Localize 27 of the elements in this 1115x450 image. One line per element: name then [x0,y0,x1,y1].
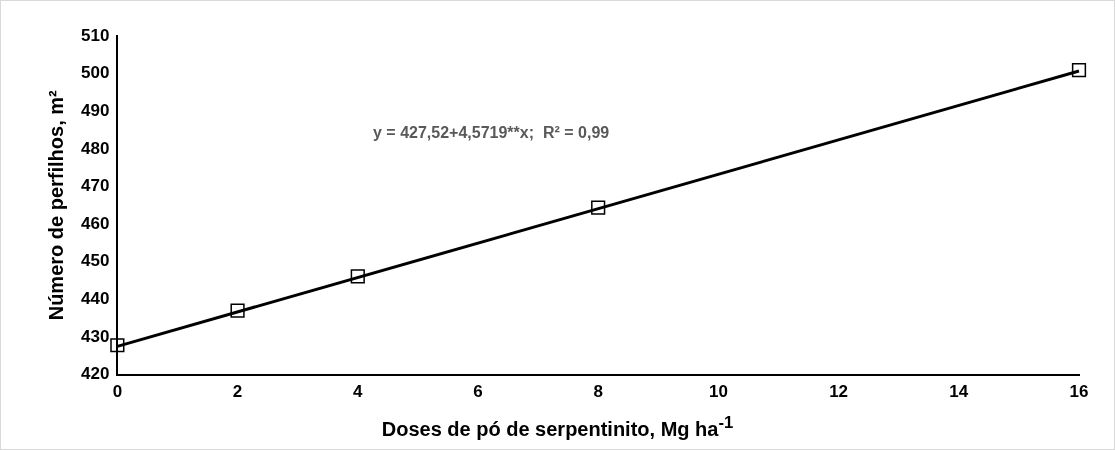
x-tick-label: 6 [473,382,483,402]
y-tick-label: 440 [80,289,110,309]
point [350,269,365,284]
annotation: y = 427,52+4,5719**x; R² = 0,99 [373,124,610,142]
point [1071,63,1087,78]
x-tick-label: 10 [708,382,728,402]
y-tick-label: 480 [80,138,110,158]
x-axis-title: Doses de pó de serpentinito, Mg ha$^{-1}$ [380,413,735,441]
x-tick-label: 16 [1069,382,1089,402]
y-tick-label: 470 [80,176,110,196]
x-tick-label: 4 [353,382,364,402]
point [230,303,245,318]
y-tick-label: 430 [80,326,110,346]
y-tick-label: 420 [80,364,110,384]
y-axis-title: Número de perfilhos, m² [44,89,67,321]
y-tick-label: 460 [80,213,110,233]
y-tick-label: 500 [80,63,110,83]
x-tick-label: 0 [112,382,123,402]
y-tick-label: 490 [80,100,110,120]
x-tick-label: 2 [232,382,243,402]
x-tick-label: 12 [829,382,849,402]
x-tick-label: 14 [949,382,969,402]
point [591,200,606,215]
x-tick-label: 8 [593,382,603,402]
y-tick-label: 450 [80,251,110,271]
y-tick-label: 510 [80,25,110,45]
point [110,338,125,353]
